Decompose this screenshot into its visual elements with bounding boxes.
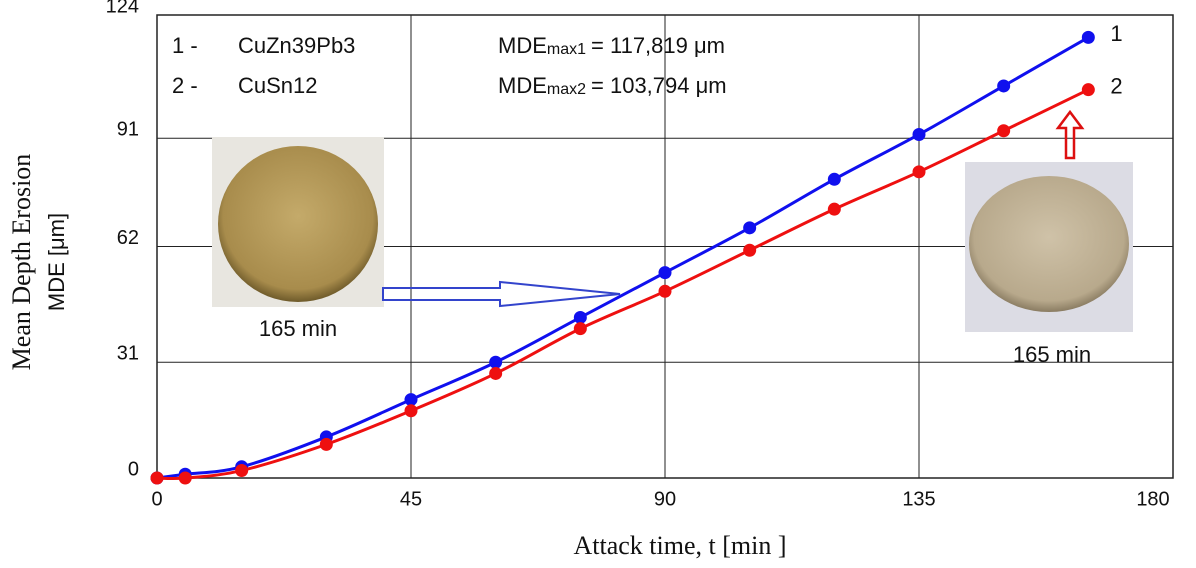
y-axis-label: MDE [μm] (44, 213, 69, 311)
y-tick-label: 31 (117, 343, 139, 365)
legend-name: CuSn12 (238, 73, 318, 98)
data-point (828, 203, 841, 216)
specimen-2 (969, 176, 1129, 312)
data-point (913, 165, 926, 178)
data-point (997, 79, 1010, 92)
specimen-1 (218, 146, 378, 302)
x-tick-label: 0 (151, 488, 162, 510)
legend-number: 2 - (172, 73, 198, 98)
data-point (828, 173, 841, 186)
y-tick-label: 91 (117, 118, 139, 140)
chart: Attack time, t [min ] Mean Depth Erosion… (0, 0, 1196, 568)
data-point (235, 464, 248, 477)
y-tick-label: 124 (106, 0, 139, 17)
legend-number: 1 - (172, 33, 198, 58)
mde-text: MDE (498, 33, 547, 58)
series-label: 1 (1110, 21, 1122, 46)
data-point (1082, 31, 1095, 44)
y-tick-label: 0 (128, 458, 139, 480)
mde-text: MDE (498, 73, 547, 98)
data-point (743, 244, 756, 257)
x-tick-label: 135 (902, 488, 935, 510)
data-point (997, 124, 1010, 137)
mde-subscript: max1 (547, 41, 586, 58)
x-tick-label: 90 (654, 488, 676, 510)
data-point (574, 311, 587, 324)
data-point (574, 322, 587, 335)
data-point (1082, 83, 1095, 96)
data-point (913, 128, 926, 141)
data-point (405, 393, 418, 406)
photo-caption: 165 min (259, 316, 337, 341)
data-point (743, 221, 756, 234)
mde-value: = 103,794 μm (591, 73, 727, 98)
arrow (1058, 112, 1082, 158)
data-point (179, 472, 192, 485)
mde-subscript: max2 (547, 81, 586, 98)
photos (212, 112, 1133, 332)
data-point (151, 472, 164, 485)
y-tick-label: 62 (117, 227, 139, 249)
data-point (405, 404, 418, 417)
data-point (659, 266, 672, 279)
legend-mde: MDEmax1 = 117,819 μm (498, 33, 725, 58)
x-tick-label: 180 (1136, 488, 1169, 510)
page: {"chart_data": {"type": "line", "x_label… (0, 0, 1196, 568)
series-label: 2 (1110, 73, 1122, 98)
photo-caption: 165 min (1013, 342, 1091, 367)
data-point (320, 438, 333, 451)
y-axis-label: Mean Depth Erosion (7, 154, 36, 371)
x-tick-label: 45 (400, 488, 422, 510)
data-point (489, 367, 502, 380)
data-point (659, 285, 672, 298)
arrow (383, 282, 620, 306)
mde-value: = 117,819 μm (591, 33, 725, 58)
data-point (489, 356, 502, 369)
x-axis-label: Attack time, t [min ] (573, 531, 786, 560)
legend-name: CuZn39Pb3 (238, 33, 355, 58)
legend-mde: MDEmax2 = 103,794 μm (498, 73, 727, 98)
